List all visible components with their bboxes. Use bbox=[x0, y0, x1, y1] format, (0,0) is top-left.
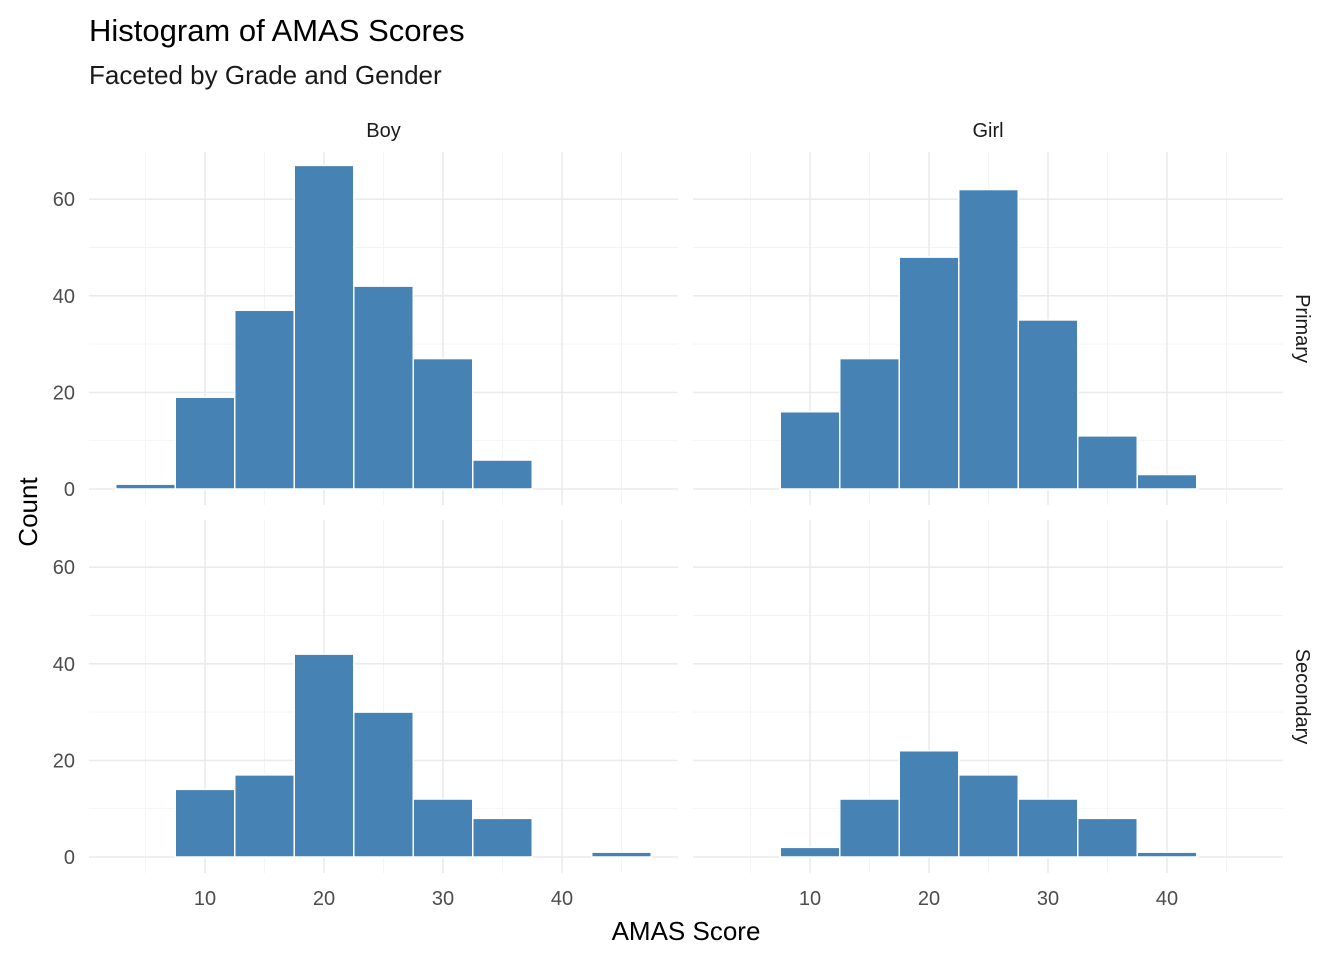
histogram-bar bbox=[958, 188, 1019, 490]
histogram-bar bbox=[472, 817, 533, 858]
y-tick-label: 60 bbox=[53, 189, 75, 211]
strip-label-secondary: Secondary bbox=[1291, 649, 1313, 745]
x-tick-label: 10 bbox=[799, 888, 821, 910]
facet-girl-secondary bbox=[693, 520, 1283, 873]
x-tick-label: 20 bbox=[313, 888, 335, 910]
histogram-bar bbox=[293, 164, 355, 490]
facet-panels: Boy Girl Primary Secondary 0 20 40 60 0 20 40 60 10 2… bbox=[53, 120, 1313, 910]
strip-label-primary: Primary bbox=[1291, 294, 1313, 363]
histogram-bar bbox=[234, 309, 295, 490]
x-tick-label: 30 bbox=[432, 888, 454, 910]
histogram-bar bbox=[898, 749, 960, 858]
y-tick-label: 60 bbox=[53, 557, 75, 579]
histogram-bar bbox=[293, 653, 355, 858]
histogram-bar bbox=[412, 357, 474, 490]
histogram-bar bbox=[234, 774, 295, 858]
strip-label-boy: Boy bbox=[366, 120, 400, 142]
facet-boy-secondary bbox=[89, 520, 678, 873]
histogram-bar bbox=[472, 459, 533, 490]
chart-subtitle: Faceted by Grade and Gender bbox=[89, 60, 442, 90]
x-tick-label: 40 bbox=[1156, 888, 1178, 910]
histogram-bar bbox=[412, 798, 474, 858]
histogram-bar bbox=[779, 410, 841, 490]
chart-title: Histogram of AMAS Scores bbox=[89, 13, 465, 48]
x-tick-label: 40 bbox=[551, 888, 573, 910]
y-tick-label: 40 bbox=[53, 286, 75, 308]
x-axis-title: AMAS Score bbox=[612, 916, 761, 946]
y-tick-label: 0 bbox=[64, 479, 75, 501]
histogram-bar bbox=[353, 711, 414, 858]
facet-boy-primary bbox=[89, 152, 678, 505]
facet-girl-primary bbox=[693, 152, 1283, 505]
histogram-bar bbox=[779, 846, 841, 858]
histogram-bar bbox=[174, 788, 236, 858]
histogram-bar bbox=[1136, 473, 1198, 490]
y-tick-label: 20 bbox=[53, 382, 75, 404]
histogram-bar bbox=[174, 396, 236, 490]
histogram-bar bbox=[839, 798, 900, 858]
histogram-bar bbox=[1077, 435, 1138, 490]
histogram-bar bbox=[115, 483, 176, 490]
histogram-bar bbox=[898, 256, 960, 490]
y-tick-label: 20 bbox=[53, 750, 75, 772]
x-tick-label: 30 bbox=[1037, 888, 1059, 910]
x-tick-label: 20 bbox=[918, 888, 940, 910]
histogram-bar bbox=[1136, 851, 1198, 858]
histogram-bar bbox=[839, 357, 900, 490]
histogram-bar bbox=[1017, 319, 1079, 490]
histogram-bar bbox=[591, 851, 652, 858]
histogram-bar bbox=[353, 285, 414, 490]
histogram-bar bbox=[1017, 798, 1079, 858]
y-tick-label: 0 bbox=[64, 847, 75, 869]
y-tick-label: 40 bbox=[53, 654, 75, 676]
strip-label-girl: Girl bbox=[972, 120, 1003, 142]
histogram-bar bbox=[1077, 817, 1138, 858]
histogram-bar bbox=[958, 774, 1019, 858]
y-axis-title: Count bbox=[13, 477, 43, 547]
x-tick-label: 10 bbox=[194, 888, 216, 910]
